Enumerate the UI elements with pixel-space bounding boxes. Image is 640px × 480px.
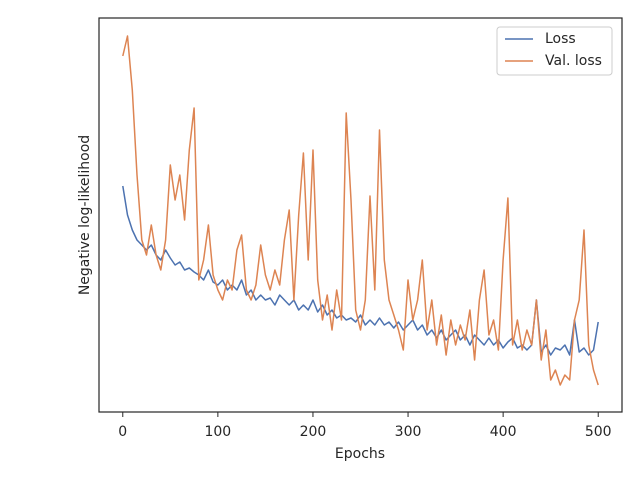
legend-label: Loss [545,31,576,47]
line [122,185,599,356]
x-tick-label: 200 [300,424,327,440]
x-axis-label: Epochs [335,446,385,462]
plot-frame [98,17,623,413]
x-tick-label: 400 [490,424,517,440]
line [122,35,599,386]
y-axis-label: Negative log-likelihood [77,135,93,295]
x-tick-label: 500 [585,424,612,440]
legend-label: Val. loss [545,53,602,69]
x-tick-label: 100 [204,424,231,440]
x-tick-label: 0 [118,424,127,440]
x-tick-label: 300 [395,424,422,440]
